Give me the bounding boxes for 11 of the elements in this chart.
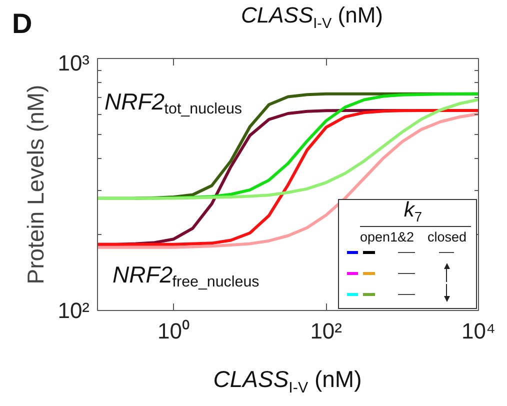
y-axis-title: Protein Levels (nM) <box>22 84 49 284</box>
annotation: open1&2 <box>360 229 414 244</box>
annotation: closed <box>427 229 467 244</box>
y-tick-label: 10³ <box>58 50 90 76</box>
x-tick-label: 10² <box>310 318 342 344</box>
text: D <box>12 8 32 39</box>
x-axis-title: CLASS$_{I-V}$ (nM) <box>213 366 362 397</box>
annotation: k$_{7}$ <box>404 198 422 225</box>
x-tick-label: 10⁰ <box>157 318 190 344</box>
x-tick-label: 10⁴ <box>462 318 496 344</box>
text: CLASS$_{I-V}$ (nM) <box>240 2 384 32</box>
